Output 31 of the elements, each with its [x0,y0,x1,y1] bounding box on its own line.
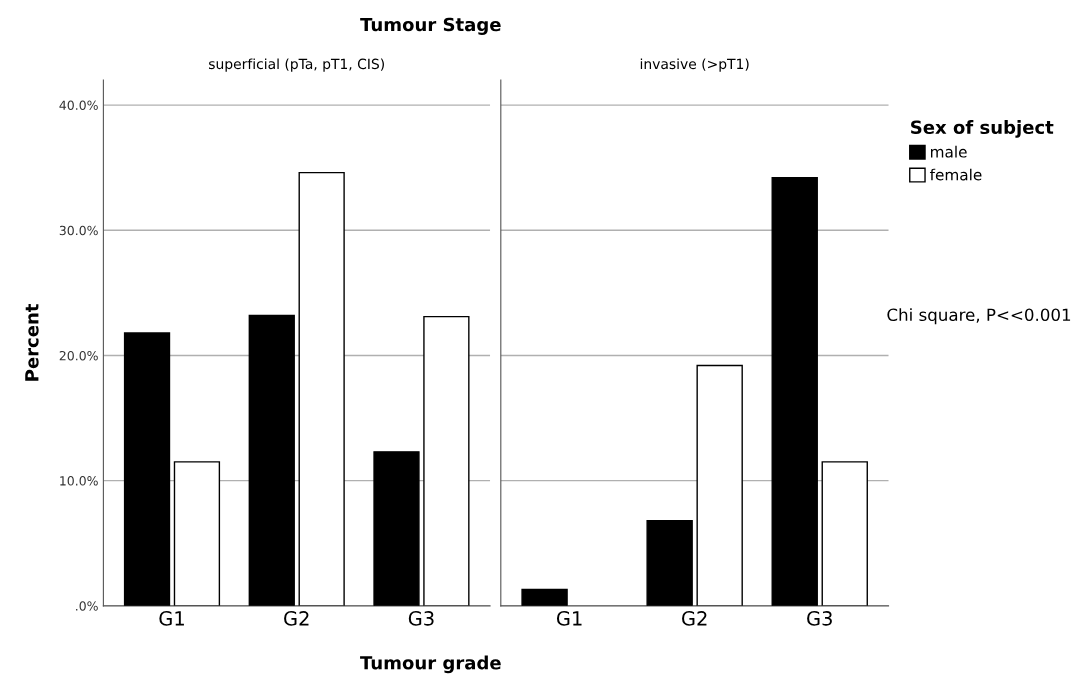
y-tick-label: 20.0% [59,350,98,361]
y-tick-label: 30.0% [59,225,98,236]
x-tick-label: G1 [159,611,184,626]
x-tick-label: G2 [284,611,309,626]
y-tick-label: 10.0% [60,476,98,486]
text: Tumour Stage [360,17,501,35]
bar [373,451,420,606]
x-tick-label: G3 [408,611,434,626]
x-tick-label: G2 [682,611,707,626]
y-tick-label: 40.0% [59,100,98,110]
bar [173,461,221,606]
legend-label: female [929,168,982,181]
chart-title: superficial (pTa, pT1, CIS) [209,58,384,72]
legend-title: Sex of subject [911,120,1054,138]
x-axis-title: Tumour grade [360,655,501,674]
x-tick-label: G3 [807,611,832,626]
bar [771,176,818,606]
bar [521,588,568,606]
bar [646,519,693,606]
bar [298,171,345,606]
bar [696,364,743,606]
annotation: Chi square, P<<0.001 [887,308,1071,325]
y-tick-label: .0% [76,601,98,611]
legend-label: male [931,145,967,158]
bar [248,314,295,606]
bar [821,461,868,606]
y-axis-title: Percent [25,303,39,381]
bar [123,332,171,606]
x-tick-label: G1 [556,611,582,626]
bar [423,315,470,606]
chart-title: invasive (>pT1) [640,58,749,72]
